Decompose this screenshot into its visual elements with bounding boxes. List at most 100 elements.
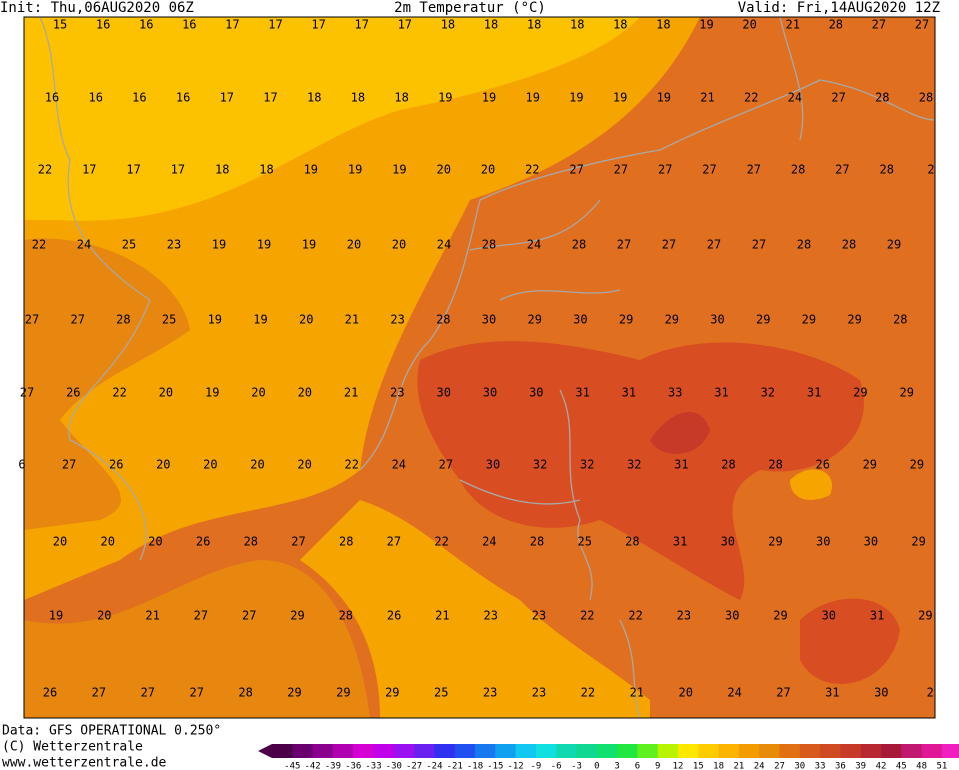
- temperature-value: 20: [100, 535, 114, 549]
- temperature-value: 32: [580, 458, 594, 472]
- colorbar-label: 12: [673, 762, 684, 770]
- temperature-value: 26: [815, 458, 829, 472]
- colorbar-label: 3: [614, 762, 619, 770]
- colorbar-label: -36: [345, 762, 361, 770]
- temperature-value: 17: [311, 18, 325, 32]
- colorbar-label: -21: [447, 762, 463, 770]
- colorbar-box: [495, 744, 517, 758]
- colorbar-box: [941, 744, 959, 758]
- temperature-value: 28: [791, 163, 805, 177]
- temperature-value: 20: [392, 238, 406, 252]
- temperature-value: 16: [176, 91, 190, 105]
- colorbar-box: [596, 744, 618, 758]
- temperature-value: 19: [302, 238, 316, 252]
- temperature-value: 18: [656, 18, 670, 32]
- temperature-value: 20: [203, 458, 217, 472]
- temperature-value: 19: [49, 609, 63, 623]
- temperature-value: 29: [527, 313, 541, 327]
- map-frame: [23, 16, 936, 719]
- colorbar-box: [738, 744, 760, 758]
- temperature-value: 18: [351, 91, 365, 105]
- temperature-value: 23: [167, 238, 181, 252]
- temperature-value: 21: [344, 386, 358, 400]
- temperature-value: 28: [721, 458, 735, 472]
- temperature-value: 20: [53, 535, 67, 549]
- temperature-value: 24: [788, 91, 802, 105]
- temperature-value: 30: [816, 535, 830, 549]
- temperature-value: 33: [668, 386, 682, 400]
- colorbar-box: [373, 744, 395, 758]
- temperature-value: 28: [244, 535, 258, 549]
- temperature-value: 27: [614, 163, 628, 177]
- temperature-value: 19: [304, 163, 318, 177]
- temperature-value: 16: [182, 18, 196, 32]
- temperature-value: 31: [807, 386, 821, 400]
- temperature-value: 29: [911, 535, 925, 549]
- temperature-value: 28: [829, 18, 843, 32]
- temperature-value: 28: [482, 238, 496, 252]
- colorbar-label: 51: [936, 762, 947, 770]
- colorbar-box: [475, 744, 496, 758]
- temperature-value: 20: [159, 386, 173, 400]
- temperature-value: 19: [212, 238, 226, 252]
- temperature-value: 29: [918, 609, 932, 623]
- temperature-value: 29: [336, 686, 350, 700]
- temperature-value: 24: [77, 238, 91, 252]
- colorbar-label: 33: [815, 762, 826, 770]
- temperature-value: 19: [613, 91, 627, 105]
- temperature-value: 30: [483, 386, 497, 400]
- temperature-value: 27: [194, 609, 208, 623]
- temperature-value: 17: [268, 18, 282, 32]
- temperature-value: 16: [88, 91, 102, 105]
- temperature-value: 21: [435, 609, 449, 623]
- temperature-value: 18: [570, 18, 584, 32]
- temperature-value: 24: [527, 238, 541, 252]
- temperature-value: 22: [38, 163, 52, 177]
- temperature-value: 30: [725, 609, 739, 623]
- temperature-value: 32: [627, 458, 641, 472]
- temperature-value: 19: [205, 386, 219, 400]
- temperature-value: 28: [116, 313, 130, 327]
- colorbar-box: [414, 744, 435, 758]
- temperature-value: 31: [575, 386, 589, 400]
- colorbar-label: 48: [916, 762, 927, 770]
- copyright: (C) Wetterzentrale: [2, 740, 143, 755]
- temperature-value: 28: [238, 686, 252, 700]
- temperature-value: 30: [822, 609, 836, 623]
- colorbar-label: -33: [365, 762, 381, 770]
- temperature-value: 2: [927, 163, 934, 177]
- temperature-value: 31: [674, 458, 688, 472]
- colorbar-label: 9: [655, 762, 660, 770]
- colorbar-box: [881, 744, 902, 758]
- colorbar-label: 30: [794, 762, 805, 770]
- temperature-value: 19: [257, 238, 271, 252]
- temperature-value: 30: [573, 313, 587, 327]
- temperature-value: 16: [96, 18, 110, 32]
- colorbar-label: -12: [507, 762, 523, 770]
- temperature-value: 27: [835, 163, 849, 177]
- temperature-value: 27: [752, 238, 766, 252]
- map-fill: [24, 17, 935, 718]
- temperature-value: 20: [156, 458, 170, 472]
- colorbar-label: -3: [571, 762, 582, 770]
- temperature-value: 27: [291, 535, 305, 549]
- colorbar-box: [515, 744, 537, 758]
- colorbar-box: [820, 744, 841, 758]
- temperature-value: 28: [339, 609, 353, 623]
- temperature-value: 20: [250, 458, 264, 472]
- temperature-value: 27: [189, 686, 203, 700]
- colorbar-box: [779, 744, 801, 758]
- temperature-value: 20: [97, 609, 111, 623]
- temperature-value: 21: [145, 609, 159, 623]
- temperature-value: 29: [910, 458, 924, 472]
- temperature-value: 26: [66, 386, 80, 400]
- data-source: Data: GFS OPERATIONAL 0.250°: [2, 724, 221, 739]
- temperature-value: 21: [700, 91, 714, 105]
- temperature-value: 27: [569, 163, 583, 177]
- temperature-value: 20: [481, 163, 495, 177]
- temperature-value: 23: [532, 609, 546, 623]
- colorbar-box: [698, 744, 720, 758]
- temperature-value: 31: [825, 686, 839, 700]
- temperature-value: 24: [437, 238, 451, 252]
